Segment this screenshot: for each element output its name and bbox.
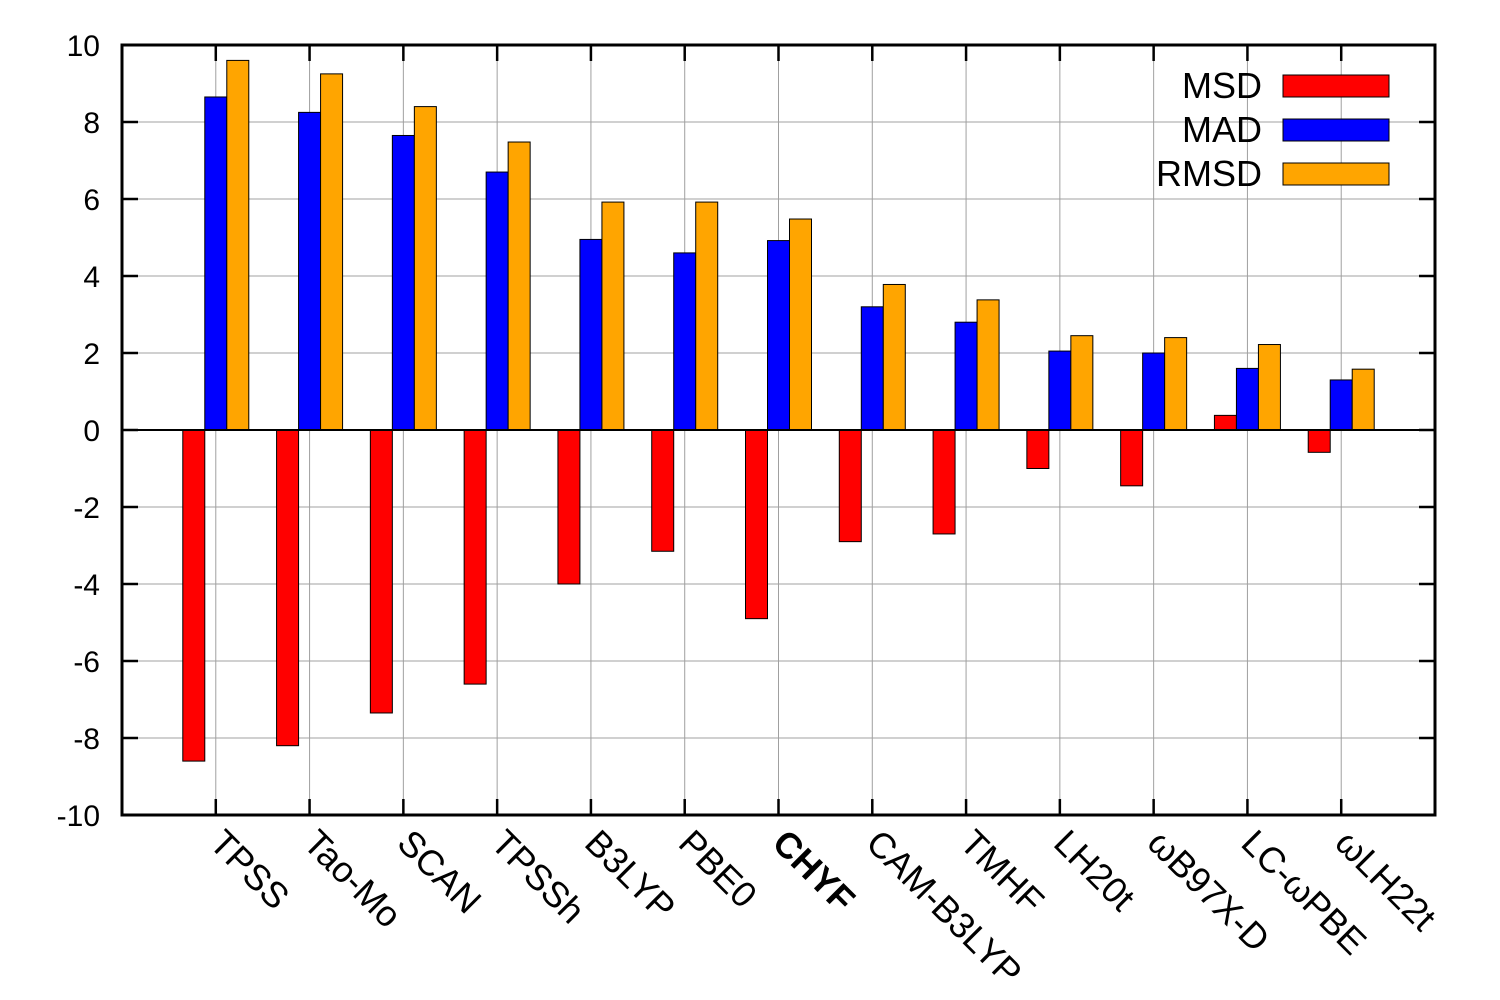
bar-msd-6 [745, 429, 768, 620]
bar-rmsd-6 [789, 218, 812, 431]
bar-msd-7 [838, 429, 862, 543]
bar-mad-2 [391, 134, 415, 431]
bar-rmsd-8 [976, 299, 1000, 431]
bar-msd-10 [1120, 429, 1144, 487]
legend-swatch-mad [1282, 118, 1390, 142]
y-tick-label: -8 [73, 723, 100, 756]
bar-rmsd-3 [507, 141, 531, 431]
bar-mad-1 [298, 111, 322, 431]
bar-msd-4 [557, 429, 581, 585]
legend-label-rmsd: RMSD [1156, 153, 1262, 194]
bar-rmsd-1 [320, 73, 344, 431]
bar-mad-7 [860, 306, 884, 431]
y-tick-label: 10 [67, 30, 100, 63]
bar-rmsd-5 [695, 201, 719, 431]
legend-label-mad: MAD [1182, 109, 1262, 150]
bar-rmsd-4 [601, 201, 625, 431]
legend-swatch-rmsd [1282, 162, 1390, 186]
y-tick-label: -6 [73, 646, 100, 679]
bar-mad-12 [1329, 379, 1353, 431]
bar-rmsd-0 [226, 59, 250, 431]
x-category-label: LH20t [1046, 822, 1143, 919]
bar-mad-11 [1235, 367, 1259, 431]
tick-labels: -10 -8 -6 -4 -2 0 2 4 6 8 10 [57, 30, 100, 833]
bar-mad-8 [954, 321, 978, 431]
bar-msd-5 [651, 429, 675, 552]
bar-msd-12 [1307, 429, 1331, 453]
bar-mad-3 [485, 171, 509, 431]
axes [120, 43, 1437, 817]
x-category-label: PBE0 [671, 822, 765, 916]
bar-mad-0 [204, 96, 228, 431]
bar-rmsd-11 [1257, 344, 1281, 431]
x-category-label: TPSSh [483, 822, 593, 932]
bar-mad-6 [767, 240, 790, 431]
y-tick-label: 2 [83, 338, 100, 371]
bar-mad-10 [1142, 352, 1166, 431]
y-tick-label: 6 [83, 184, 100, 217]
bar-rmsd-10 [1164, 337, 1188, 431]
bar-msd-2 [369, 429, 393, 714]
x-category-label: TPSS [202, 822, 297, 917]
bar-mad-4 [579, 238, 603, 431]
bar-rmsd-9 [1070, 335, 1094, 431]
y-tick-label: -10 [57, 800, 100, 833]
y-tick-label: 8 [83, 107, 100, 140]
bar-rmsd-7 [882, 283, 906, 431]
bar-rmsd-12 [1351, 368, 1375, 431]
x-category-label: Tao-Mo [296, 822, 410, 936]
bar-msd-8 [932, 429, 956, 535]
bars [182, 59, 1375, 762]
bar-mad-5 [673, 252, 697, 431]
bar-msd-9 [1026, 429, 1050, 469]
bar-mad-9 [1048, 350, 1072, 431]
bar-rmsd-2 [413, 106, 437, 431]
legend-swatch-msd [1282, 74, 1390, 98]
y-tick-label: -4 [73, 569, 100, 602]
x-category-label: B3LYP [577, 822, 683, 928]
bar-msd-0 [182, 429, 206, 762]
y-tick-label: -2 [73, 492, 100, 525]
y-tick-label: 0 [83, 415, 100, 448]
x-category-label: CHYF [765, 822, 863, 920]
bar-msd-3 [463, 429, 487, 685]
legend-label-msd: MSD [1182, 65, 1262, 106]
y-tick-label: 4 [83, 261, 100, 294]
bar-msd-1 [276, 429, 300, 747]
bar-msd-11 [1213, 414, 1237, 431]
